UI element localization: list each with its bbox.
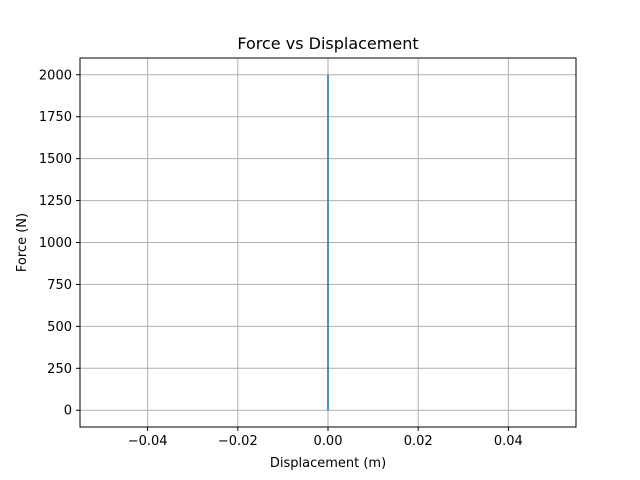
y-tick-label: 250 — [47, 362, 72, 377]
y-tick-label: 2000 — [39, 68, 72, 83]
ticks: −0.04 −0.02 0.00 0.02 0.04 0 250 500 750 1000 1250… — [39, 68, 523, 449]
x-tick-label: −0.02 — [218, 434, 258, 449]
x-axis-label: Displacement (m) — [270, 456, 386, 471]
x-tick-label: −0.04 — [128, 434, 168, 449]
x-tick-label: 0.04 — [494, 434, 523, 449]
y-tick-label: 1750 — [39, 110, 72, 125]
x-tick-label: 0.02 — [404, 434, 433, 449]
x-tick-label: 0.00 — [314, 434, 343, 449]
y-tick-label: 0 — [64, 404, 72, 419]
y-tick-label: 750 — [47, 278, 72, 293]
y-tick-label: 1500 — [39, 152, 72, 167]
y-tick-label: 500 — [47, 320, 72, 335]
chart-title: Force vs Displacement — [237, 34, 418, 53]
y-tick-label: 1250 — [39, 194, 72, 209]
y-tick-label: 1000 — [39, 236, 72, 251]
y-axis-label: Force (N) — [15, 213, 30, 272]
